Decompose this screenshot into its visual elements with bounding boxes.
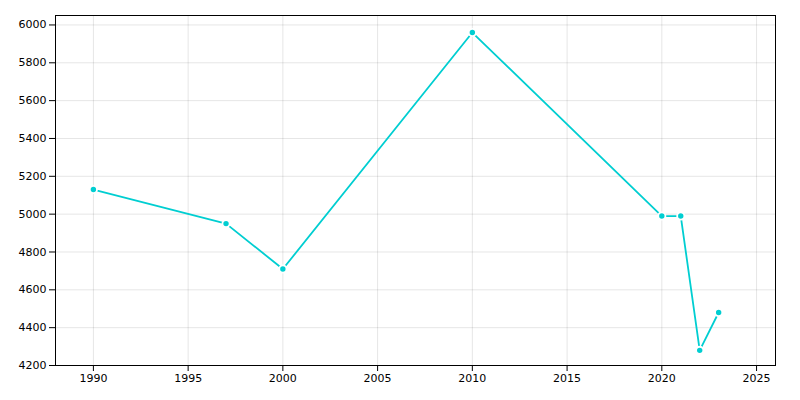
svg-text:5400: 5400 [19,132,47,145]
svg-text:2015: 2015 [553,372,581,385]
svg-text:4800: 4800 [19,246,47,259]
svg-text:4400: 4400 [19,321,47,334]
svg-text:1995: 1995 [174,372,202,385]
svg-text:6000: 6000 [19,18,47,31]
svg-text:4200: 4200 [19,359,47,372]
svg-text:5800: 5800 [19,56,47,69]
svg-text:1990: 1990 [79,372,107,385]
svg-text:2020: 2020 [648,372,676,385]
svg-text:5000: 5000 [19,208,47,221]
svg-text:2010: 2010 [458,372,486,385]
svg-text:5200: 5200 [19,170,47,183]
svg-text:4600: 4600 [19,283,47,296]
svg-text:2025: 2025 [743,372,771,385]
svg-text:2005: 2005 [364,372,392,385]
svg-text:2000: 2000 [269,372,297,385]
svg-text:5600: 5600 [19,94,47,107]
